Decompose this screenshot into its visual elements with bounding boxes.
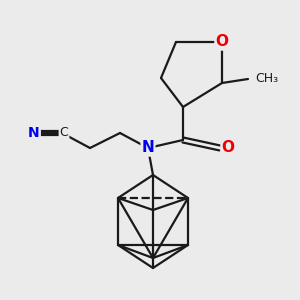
Text: CH₃: CH₃	[255, 73, 278, 85]
Text: N: N	[28, 126, 40, 140]
Text: O: O	[215, 34, 229, 50]
Text: N: N	[142, 140, 154, 155]
Text: O: O	[221, 140, 235, 155]
Text: C: C	[60, 125, 68, 139]
